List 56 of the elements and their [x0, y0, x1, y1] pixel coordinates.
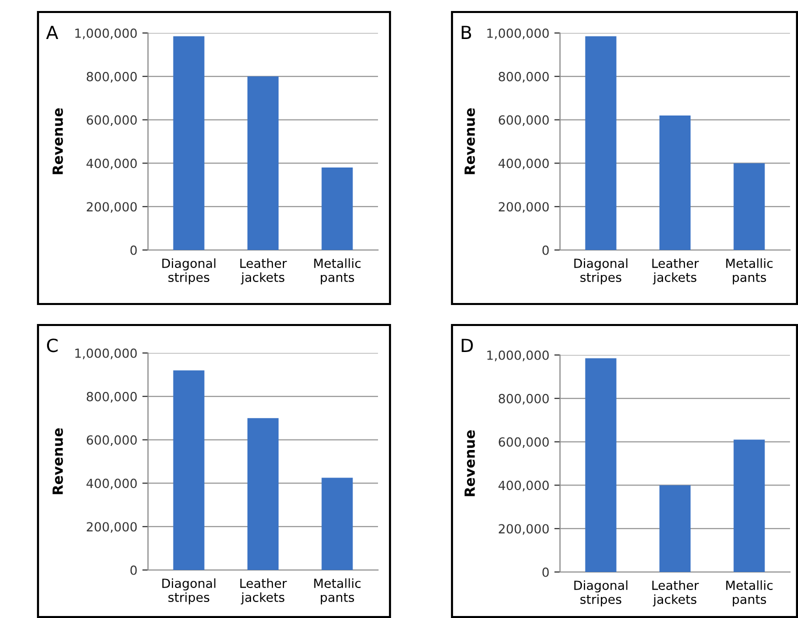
- y-axis-title: Revenue: [52, 428, 63, 494]
- y-tick-label: 1,000,000: [75, 348, 137, 360]
- chart-title: C: [47, 338, 58, 352]
- y-axis-title: Revenue: [464, 108, 475, 174]
- y-tick-label: 0: [130, 565, 137, 575]
- y-tick-label: 800,000: [86, 392, 137, 403]
- x-tick-label: Metallic pants: [726, 580, 773, 606]
- y-tick-label: 400,000: [498, 480, 549, 492]
- y-tick-label: 1,000,000: [487, 28, 549, 40]
- bar: [173, 370, 204, 570]
- y-tick-label: 0: [542, 567, 549, 577]
- x-tick-label: Leather jackets: [652, 580, 699, 606]
- x-tick-label: Leather jackets: [240, 578, 287, 604]
- bar: [659, 485, 691, 572]
- y-tick-label: 800,000: [86, 72, 137, 83]
- bar: [734, 440, 765, 572]
- x-tick-label: Leather jackets: [240, 258, 287, 284]
- y-tick-label: 400,000: [86, 158, 137, 170]
- x-tick-label: Leather jackets: [652, 258, 699, 284]
- bar: [659, 115, 691, 250]
- y-tick-label: 600,000: [498, 115, 549, 126]
- y-tick-label: 600,000: [86, 435, 137, 446]
- y-tick-label: 800,000: [498, 394, 549, 405]
- y-tick-label: 200,000: [86, 202, 137, 213]
- x-tick-label: Metallic pants: [314, 258, 361, 284]
- y-tick-label: 600,000: [498, 437, 549, 448]
- x-tick-label: Metallic pants: [726, 258, 773, 284]
- x-tick-label: Diagonal stripes: [574, 580, 628, 606]
- y-tick-label: 1,000,000: [487, 350, 549, 362]
- x-tick-label: Metallic pants: [314, 578, 361, 604]
- bar: [585, 36, 616, 250]
- y-tick-label: 600,000: [86, 115, 137, 126]
- bar: [173, 36, 204, 250]
- x-tick-label: Diagonal stripes: [574, 258, 628, 284]
- y-tick-label: 0: [130, 245, 137, 255]
- y-tick-label: 400,000: [498, 158, 549, 170]
- chart-title: D: [462, 338, 473, 352]
- y-tick-label: 200,000: [498, 202, 549, 213]
- bar: [247, 76, 279, 250]
- chart-title: B: [462, 26, 472, 39]
- bar: [734, 163, 765, 250]
- bar: [322, 478, 353, 570]
- x-tick-label: Diagonal stripes: [162, 258, 216, 284]
- y-tick-label: 400,000: [86, 478, 137, 490]
- y-axis-title: Revenue: [52, 108, 63, 174]
- y-axis-title: Revenue: [464, 430, 475, 496]
- y-tick-label: 200,000: [86, 522, 137, 533]
- bar: [585, 358, 616, 572]
- y-tick-label: 1,000,000: [75, 28, 137, 40]
- y-tick-label: 200,000: [498, 524, 549, 535]
- bar: [247, 418, 279, 570]
- y-tick-label: 800,000: [498, 72, 549, 83]
- x-tick-label: Diagonal stripes: [162, 578, 216, 604]
- bar: [322, 168, 353, 250]
- chart-title: A: [46, 26, 58, 39]
- y-tick-label: 0: [542, 245, 549, 255]
